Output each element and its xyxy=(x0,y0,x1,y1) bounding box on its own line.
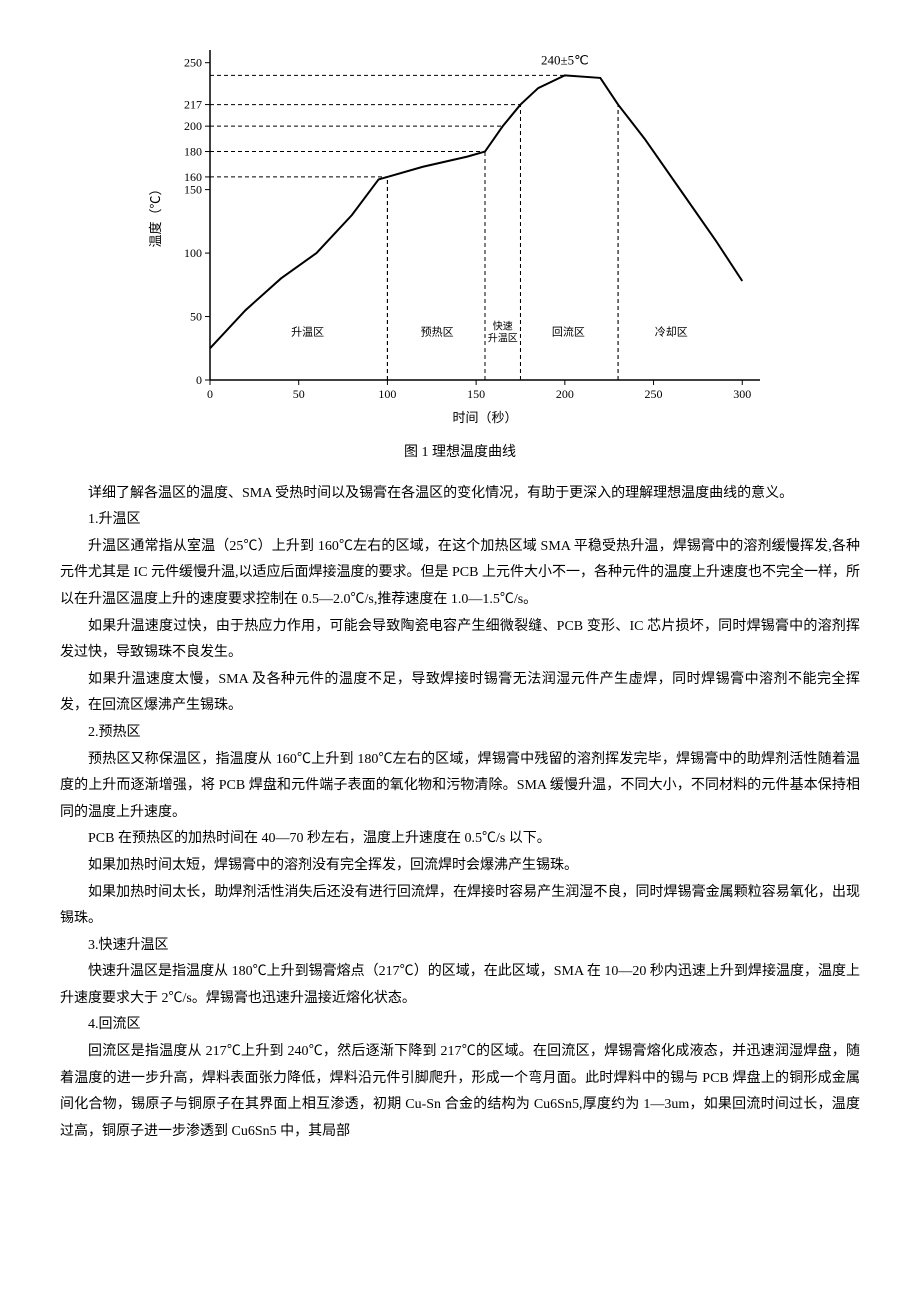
svg-text:50: 50 xyxy=(293,387,305,401)
svg-text:150: 150 xyxy=(467,387,485,401)
svg-text:240±5℃: 240±5℃ xyxy=(541,53,589,68)
svg-text:50: 50 xyxy=(190,310,202,324)
svg-text:150: 150 xyxy=(184,183,202,197)
svg-text:温度（℃）: 温度（℃） xyxy=(148,182,163,247)
svg-text:217: 217 xyxy=(184,98,202,112)
intro-paragraph: 详细了解各温区的温度、SMA 受热时间以及锡膏在各温区的变化情况，有助于更深入的… xyxy=(60,481,860,508)
svg-text:100: 100 xyxy=(378,387,396,401)
svg-text:300: 300 xyxy=(733,387,751,401)
svg-text:250: 250 xyxy=(184,56,202,70)
figure-caption: 图 1 理想温度曲线 xyxy=(60,440,860,467)
section1-title: 1.升温区 xyxy=(60,507,860,534)
section4-p1: 回流区是指温度从 217℃上升到 240℃，然后逐渐下降到 217℃的区域。在回… xyxy=(60,1039,860,1145)
section1-p2: 如果升温速度过快，由于热应力作用，可能会导致陶瓷电容产生细微裂缝、PCB 变形、… xyxy=(60,614,860,667)
svg-text:升温区: 升温区 xyxy=(291,326,324,339)
section2-p2: PCB 在预热区的加热时间在 40—70 秒左右，温度上升速度在 0.5℃/s … xyxy=(60,826,860,853)
svg-text:200: 200 xyxy=(184,119,202,133)
svg-text:0: 0 xyxy=(196,373,202,387)
svg-text:180: 180 xyxy=(184,145,202,159)
temperature-profile-chart: 0501001501601802002172500501001502002503… xyxy=(140,30,780,430)
svg-text:200: 200 xyxy=(556,387,574,401)
chart-container: 0501001501601802002172500501001502002503… xyxy=(140,30,780,430)
section2-title: 2.预热区 xyxy=(60,720,860,747)
svg-text:250: 250 xyxy=(645,387,663,401)
svg-text:回流区: 回流区 xyxy=(552,325,585,339)
svg-text:时间（秒）: 时间（秒） xyxy=(452,410,517,425)
svg-text:冷却区: 冷却区 xyxy=(655,326,688,339)
svg-text:预热区: 预热区 xyxy=(421,326,454,339)
section2-p3: 如果加热时间太短，焊锡膏中的溶剂没有完全挥发，回流焊时会爆沸产生锡珠。 xyxy=(60,853,860,880)
svg-text:100: 100 xyxy=(184,246,202,260)
section1-p1: 升温区通常指从室温（25℃）上升到 160℃左右的区域，在这个加热区域 SMA … xyxy=(60,534,860,614)
svg-text:快速升温区: 快速升温区 xyxy=(488,321,518,345)
section2-p1: 预热区又称保温区，指温度从 160℃上升到 180℃左右的区域，焊锡膏中残留的溶… xyxy=(60,747,860,827)
section4-title: 4.回流区 xyxy=(60,1012,860,1039)
svg-text:0: 0 xyxy=(207,387,213,401)
section2-p4: 如果加热时间太长，助焊剂活性消失后还没有进行回流焊，在焊接时容易产生润湿不良，同… xyxy=(60,880,860,933)
section3-p1: 快速升温区是指温度从 180℃上升到锡膏熔点（217℃）的区域，在此区域，SMA… xyxy=(60,959,860,1012)
svg-text:160: 160 xyxy=(184,170,202,184)
section1-p3: 如果升温速度太慢，SMA 及各种元件的温度不足，导致焊接时锡膏无法润湿元件产生虚… xyxy=(60,667,860,720)
section3-title: 3.快速升温区 xyxy=(60,933,860,960)
